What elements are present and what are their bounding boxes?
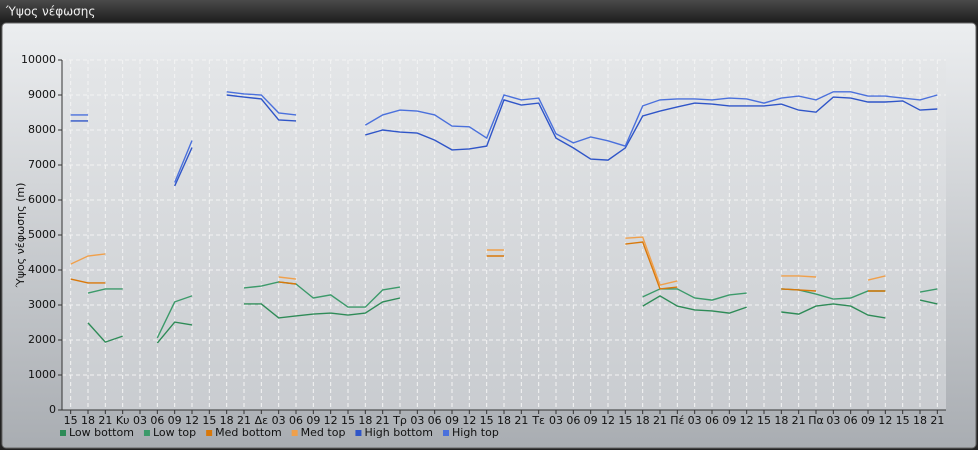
x-tick-label: 15 [202, 414, 216, 427]
legend-label: Low bottom [69, 426, 134, 439]
x-tick-label: 21 [98, 414, 112, 427]
x-tick-label: 09 [445, 414, 459, 427]
legend-swatch [206, 430, 213, 436]
x-tick-label: 21 [930, 414, 944, 427]
y-axis-title: Ύψος νέφωσης (m) [14, 183, 27, 289]
x-tick-label: Τρ [392, 414, 407, 427]
x-tick-label: 09 [168, 414, 182, 427]
series-line [70, 236, 886, 286]
series-line [87, 281, 938, 339]
series-line [87, 295, 938, 344]
x-tick-label: Δε [255, 414, 269, 427]
x-tick-label: 18 [913, 414, 927, 427]
y-tick-label: 9000 [28, 88, 56, 101]
y-tick-label: 10000 [21, 53, 56, 66]
lines [70, 91, 938, 344]
x-tick-label: 12 [462, 414, 476, 427]
x-tick-label: 12 [601, 414, 615, 427]
x-tick-label: 15 [480, 414, 494, 427]
x-tick-label: 09 [722, 414, 736, 427]
window-title: Ύψος νέφωσης [5, 5, 95, 19]
x-tick-label: 09 [861, 414, 875, 427]
x-tick-label: 06 [844, 414, 858, 427]
x-tick-label: 12 [324, 414, 338, 427]
x-tick-label: 06 [150, 414, 164, 427]
y-tick-label: 0 [49, 403, 56, 416]
x-tick-label: 06 [705, 414, 719, 427]
legend-label: Med bottom [215, 426, 282, 439]
y-tick-label: 6000 [28, 193, 56, 206]
x-tick-label: 18 [636, 414, 650, 427]
grid [58, 59, 946, 414]
x-tick-label: 03 [410, 414, 424, 427]
x-tick-label: 21 [514, 414, 528, 427]
x-tick-label: Κυ [116, 414, 130, 427]
x-tick-label: 18 [497, 414, 511, 427]
title-bar [0, 0, 978, 22]
legend-swatch [443, 430, 449, 436]
x-tick-label: 15 [896, 414, 910, 427]
x-tick-label: 03 [826, 414, 840, 427]
x-tick-label: Τε [531, 414, 545, 427]
legend: Low bottom Low top Med bottom Med top High b… [60, 426, 499, 439]
x-tick-label: 09 [584, 414, 598, 427]
y-tick-label: 3000 [28, 298, 56, 311]
y-tick-label: 4000 [28, 263, 56, 276]
x-tick-label: 03 [549, 414, 563, 427]
x-tick-label: 21 [376, 414, 390, 427]
x-tick-label: 06 [428, 414, 442, 427]
legend-label: High top [452, 426, 499, 439]
x-tick-label: 15 [757, 414, 771, 427]
x-tick-label: 15 [64, 414, 78, 427]
x-tick-label: 18 [220, 414, 234, 427]
y-tick-label: 8000 [28, 123, 56, 136]
series-line [70, 241, 886, 292]
legend-swatch [60, 430, 66, 436]
legend-swatch [355, 430, 362, 436]
y-tick-label: 2000 [28, 333, 56, 346]
x-tick-label: 18 [774, 414, 788, 427]
series-line [70, 94, 938, 187]
x-tick-label: 21 [792, 414, 806, 427]
x-tick-label: 21 [237, 414, 251, 427]
x-tick-label: 06 [289, 414, 303, 427]
x-tick-label: 12 [878, 414, 892, 427]
x-tick-label: 03 [688, 414, 702, 427]
x-tick-label: 03 [272, 414, 286, 427]
x-tick-label: Πέ [670, 414, 684, 427]
x-tick-label: 18 [358, 414, 372, 427]
x-tick-label: 03 [133, 414, 147, 427]
x-tick-label: 06 [566, 414, 580, 427]
x-tick-label: 12 [185, 414, 199, 427]
x-tick-label: 09 [306, 414, 320, 427]
x-tick-label: 21 [653, 414, 667, 427]
x-tick-label: 18 [81, 414, 95, 427]
x-tick-label: Πα [808, 414, 824, 427]
y-tick-label: 5000 [28, 228, 56, 241]
x-tick-label: 15 [341, 414, 355, 427]
legend-label: Med top [301, 426, 346, 439]
legend-label: Low top [153, 426, 196, 439]
legend-swatch [143, 430, 150, 436]
legend-swatch [291, 430, 298, 436]
x-tick-label: 15 [618, 414, 632, 427]
series-line [70, 91, 938, 183]
x-tick-label: 12 [740, 414, 754, 427]
legend-label: High bottom [364, 426, 433, 439]
y-tick-label: 1000 [28, 368, 56, 381]
y-tick-label: 7000 [28, 158, 56, 171]
